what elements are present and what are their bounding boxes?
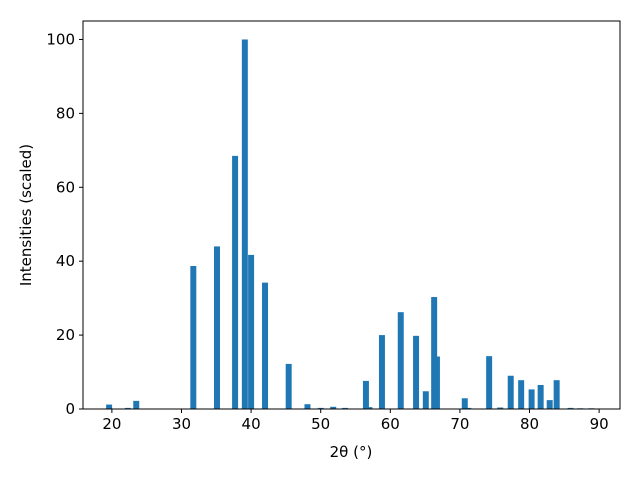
x-tick-label: 20: [102, 415, 121, 433]
bar: [537, 384, 544, 409]
bar: [342, 407, 349, 409]
bar: [133, 400, 140, 409]
bar: [486, 356, 493, 409]
x-tick-label: 90: [590, 415, 609, 433]
x-tick-label: 30: [172, 415, 191, 433]
bar: [518, 380, 525, 409]
bar: [397, 312, 404, 409]
bar: [433, 356, 440, 409]
bar: [330, 406, 337, 409]
y-tick-label: 20: [56, 326, 75, 344]
bar: [317, 407, 324, 409]
bar: [285, 363, 292, 409]
bar: [248, 254, 255, 409]
bar: [431, 297, 438, 409]
bar: [461, 398, 468, 409]
y-tick-label: 60: [56, 178, 75, 196]
x-axis-label: 2θ (°): [330, 443, 373, 461]
x-tick-label: 40: [242, 415, 261, 433]
y-tick-label: 40: [56, 252, 75, 270]
bar: [262, 282, 269, 409]
bar: [553, 380, 560, 409]
bar: [232, 155, 239, 409]
bar: [366, 407, 373, 409]
bar: [304, 404, 311, 409]
bar: [213, 246, 220, 409]
x-tick-label: 80: [520, 415, 539, 433]
bar: [465, 407, 472, 409]
bar: [567, 407, 574, 409]
bar: [241, 39, 248, 409]
bar: [378, 335, 385, 409]
bar: [190, 265, 197, 409]
bar: [124, 407, 131, 409]
y-tick-label: 0: [65, 400, 75, 418]
bar: [546, 400, 553, 409]
bar: [507, 375, 514, 409]
y-axis-label: Intensities (scaled): [17, 144, 35, 286]
x-tick-label: 60: [381, 415, 400, 433]
plot-frame: [82, 20, 621, 410]
bar: [497, 407, 504, 409]
bar: [422, 391, 429, 409]
bar: [413, 335, 420, 409]
y-tick-label: 100: [46, 30, 75, 48]
bar: [528, 389, 535, 409]
bar: [362, 380, 369, 409]
x-tick-label: 70: [450, 415, 469, 433]
y-tick-label: 80: [56, 104, 75, 122]
bar: [106, 404, 113, 409]
x-tick-label: 50: [311, 415, 330, 433]
